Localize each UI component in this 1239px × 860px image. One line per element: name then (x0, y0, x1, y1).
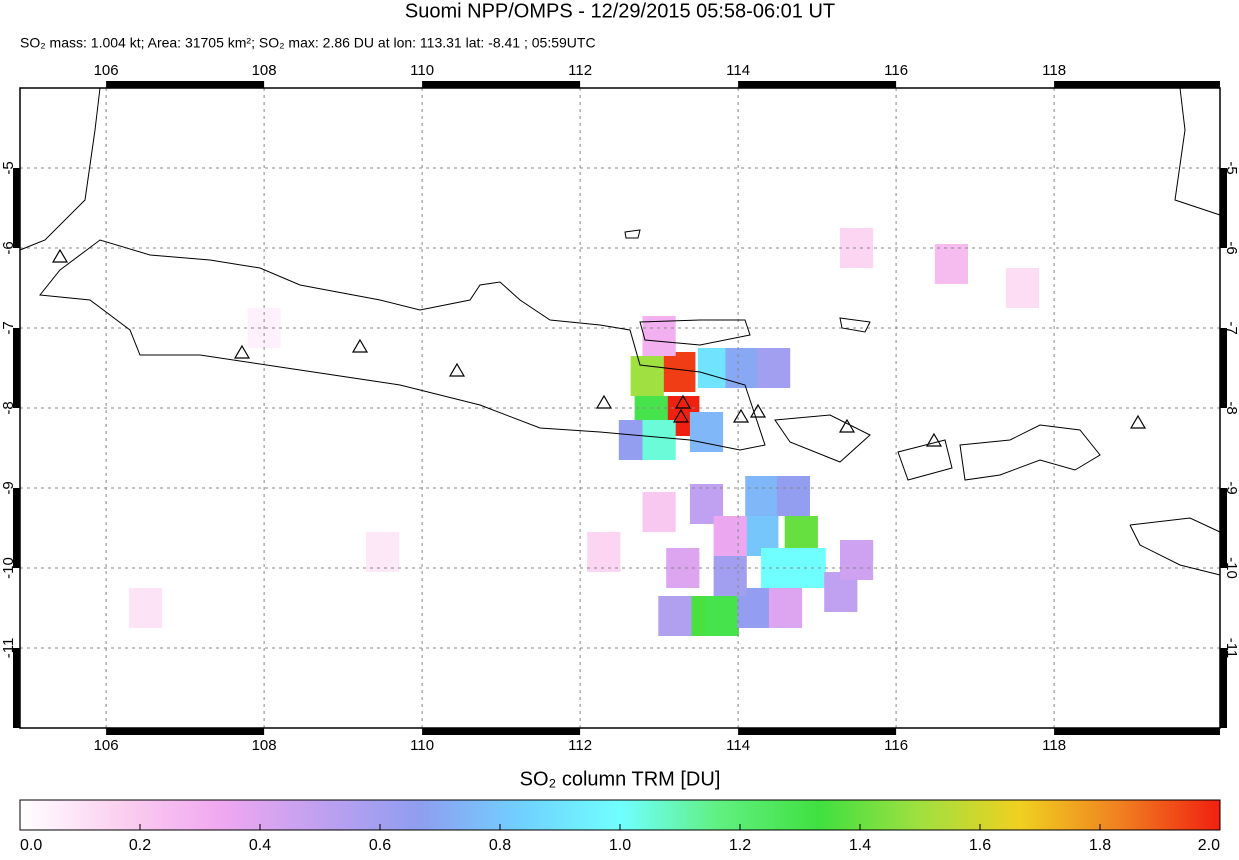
so2-cell (757, 348, 791, 388)
coastline (1129, 517, 1221, 576)
x-tick-label: 110 (410, 737, 434, 754)
y-tick-label: -9 (0, 481, 17, 494)
frame-ticks (13, 81, 1227, 735)
x-tick-label: 106 (94, 737, 119, 754)
y-tick-label: -11 (1223, 638, 1239, 659)
colorbar-tick-label: 1.8 (1089, 837, 1111, 854)
y-tick-label: -11 (0, 638, 17, 659)
y-tick-label: -6 (0, 241, 17, 254)
frame-segment (1220, 488, 1227, 568)
chart-subtitle: SO₂ mass: 1.004 kt; Area: 31705 km²; SO₂… (20, 35, 596, 51)
so2-cell (662, 352, 696, 392)
coastlines (19, 87, 1221, 576)
colorbar-tick-label: 2.0 (1198, 837, 1220, 854)
colorbar-tick-label: 0.8 (489, 837, 511, 854)
x-tick-label: 108 (252, 62, 277, 79)
so2-cell (934, 244, 968, 284)
coastline (639, 319, 751, 346)
frame-segment (738, 81, 897, 88)
coastline (1174, 87, 1221, 216)
frame-segment (1220, 648, 1227, 728)
frame-segment (13, 488, 20, 568)
coastline (39, 239, 766, 451)
colorbar-tick-label: 0.4 (249, 837, 271, 854)
colorbar-tick-label: 0.0 (20, 837, 42, 854)
x-tick-label: 114 (726, 62, 750, 79)
colorbar-tick-label: 0.6 (369, 837, 391, 854)
colorbar-tick-label: 1.4 (849, 837, 871, 854)
x-tick-label: 116 (884, 62, 908, 79)
so2-cell (658, 596, 692, 636)
coastline (959, 424, 1101, 481)
frame-segment (13, 328, 20, 408)
frame-segment (106, 81, 265, 88)
chart-title: Suomi NPP/OMPS - 12/29/2015 05:58-06:01 … (405, 0, 835, 22)
x-tick-label: 118 (1042, 62, 1066, 79)
frame-segment (1220, 168, 1227, 248)
y-tick-label: -10 (1223, 557, 1239, 579)
so2-cell (642, 316, 676, 356)
x-tick-label: 114 (726, 737, 750, 754)
colorbar-tick-label: 1.6 (969, 837, 991, 854)
so2-cell (1005, 268, 1040, 308)
y-tick-label: -5 (1223, 161, 1239, 174)
so2-cell (745, 476, 779, 516)
so2-cell (366, 532, 400, 572)
so2-cell (587, 532, 621, 572)
so2-cell (713, 516, 747, 556)
y-tick-label: -5 (0, 161, 17, 174)
so2-cell (642, 492, 676, 532)
y-tick-label: -10 (0, 557, 17, 579)
frame-segment (13, 648, 20, 728)
so2-cell (768, 588, 803, 628)
so2-cell (705, 596, 739, 636)
x-tick-label: 108 (252, 737, 277, 754)
coastline (624, 229, 871, 333)
so2-cell (129, 588, 163, 628)
coastline (19, 87, 101, 251)
x-tick-label: 106 (94, 62, 119, 79)
colorbar-label: SO₂ column TRM [DU] (520, 768, 721, 790)
frame-segment (1220, 328, 1227, 408)
frame-segment (422, 728, 581, 735)
grid-layer (20, 88, 1220, 728)
frame-segment (422, 81, 581, 88)
so2-cell (840, 540, 874, 580)
coastline (897, 439, 953, 481)
y-tick-label: -7 (0, 321, 17, 334)
so2-cell (630, 356, 664, 396)
frame-segment (13, 168, 20, 248)
so2-cell (725, 348, 759, 388)
y-tick-label: -7 (1223, 321, 1239, 334)
frame-segment (738, 728, 897, 735)
y-tick-label: -8 (0, 401, 17, 414)
y-tick-label: -6 (1223, 241, 1239, 254)
coastline (774, 414, 871, 463)
volcano-marker (51, 248, 1147, 447)
so2-cell (776, 476, 810, 516)
y-tick-label: -8 (1223, 401, 1239, 414)
x-tick-label: 118 (1042, 737, 1066, 754)
x-tick-label: 110 (410, 62, 434, 79)
frame-segment (1054, 728, 1220, 735)
frame-segment (1054, 81, 1220, 88)
volcanoes (51, 248, 1147, 447)
y-tick-label: -9 (1223, 481, 1239, 494)
frame-segment (106, 728, 265, 735)
map-area (20, 88, 1220, 728)
colorbar-tick-label: 1.2 (729, 837, 751, 854)
x-tick-label: 116 (884, 737, 908, 754)
so2-cell (713, 556, 747, 596)
colorbar-tick-label: 1.0 (609, 837, 631, 854)
x-tick-label: 112 (568, 737, 592, 754)
x-tick-label: 112 (568, 62, 592, 79)
cell-layer (129, 228, 1040, 636)
colorbar-tick-label: 0.2 (129, 837, 151, 854)
so2-cell (642, 420, 676, 460)
